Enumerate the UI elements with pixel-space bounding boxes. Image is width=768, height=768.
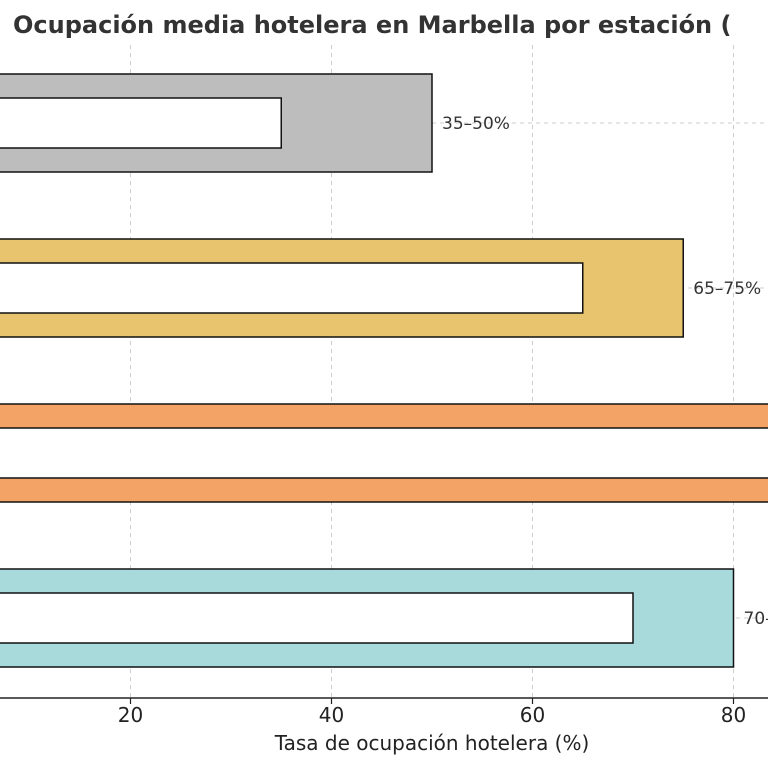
x-axis-ticks: 20 40 60 80 — [118, 698, 746, 727]
x-tick-label-0: 20 — [118, 703, 143, 727]
data-label-1: 65–75% — [693, 279, 761, 299]
bar-min-1 — [0, 262, 584, 314]
data-label-0: 35–50% — [442, 114, 510, 134]
data-label-3: 70– — [744, 609, 768, 629]
chart-title: Ocupación media hotelera en Marbella por… — [13, 11, 731, 39]
data-labels: 35–50% 65–75% 70– — [442, 114, 768, 629]
bars — [0, 73, 768, 668]
bar-min-2 — [0, 427, 768, 479]
x-axis-label: Tasa de ocupación hotelera (%) — [274, 731, 590, 755]
x-tick-label-3: 80 — [721, 703, 746, 727]
bar-min-3 — [0, 592, 634, 644]
x-tick-label-2: 60 — [520, 703, 545, 727]
bar-min-0 — [0, 97, 282, 149]
x-tick-label-1: 40 — [319, 703, 344, 727]
